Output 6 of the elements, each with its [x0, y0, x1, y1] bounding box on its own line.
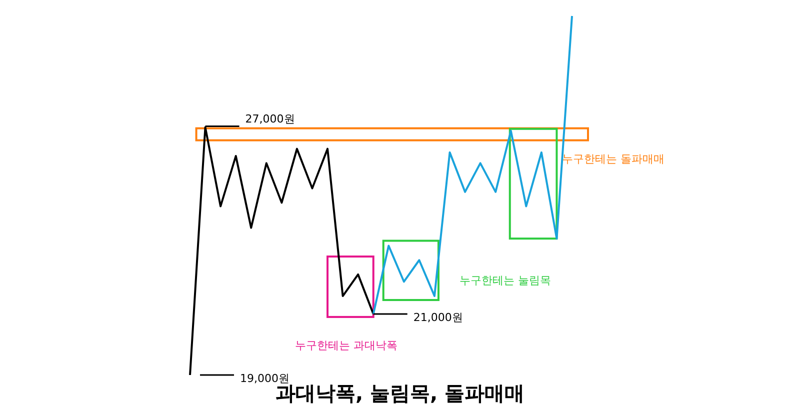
- annotation: 누구한테는 돌파매매: [562, 152, 664, 166]
- annotation: 누구한테는 눌림목: [459, 274, 551, 288]
- annotation: 21,000원: [413, 310, 463, 324]
- annotation: 19,000원: [240, 372, 290, 385]
- annotation: 27,000원: [245, 112, 295, 126]
- annotation: 누구한테는 과대낙폭: [295, 338, 398, 352]
